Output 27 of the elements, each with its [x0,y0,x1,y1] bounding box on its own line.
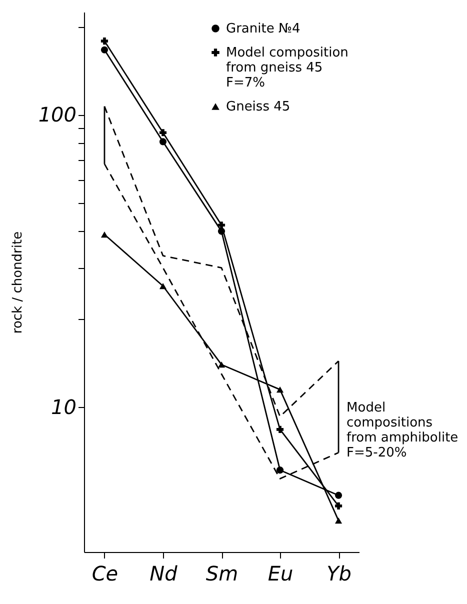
x-tick-label: Yb [326,562,352,586]
point [334,502,342,510]
point [276,386,284,393]
y-tick-label: 100 [38,102,76,126]
point [100,46,108,54]
point [334,492,342,499]
point [334,517,342,524]
x-tick-label: Sm [206,562,238,586]
point [100,231,108,238]
legend-label: Model composition from gneiss 45 F=7% [226,46,348,90]
y-tick-label: 10 [51,394,76,419]
legend-label: Gneiss 45 [226,100,290,114]
x-tick-label: Eu [268,562,294,586]
point [218,362,226,368]
legend-label: Granite №4 [226,22,300,36]
point [100,38,108,45]
point [218,228,226,235]
x-tick-label: Ce [92,562,118,586]
point [276,466,284,474]
point [159,138,167,146]
point [159,282,167,290]
point [159,129,167,136]
x-tick-label: Nd [150,562,178,586]
point [218,222,226,229]
y-axis-title: rock / chondrite [10,231,26,334]
point [276,426,284,433]
annotation: Model compositions from amphibolite F=5-20% [346,400,458,460]
